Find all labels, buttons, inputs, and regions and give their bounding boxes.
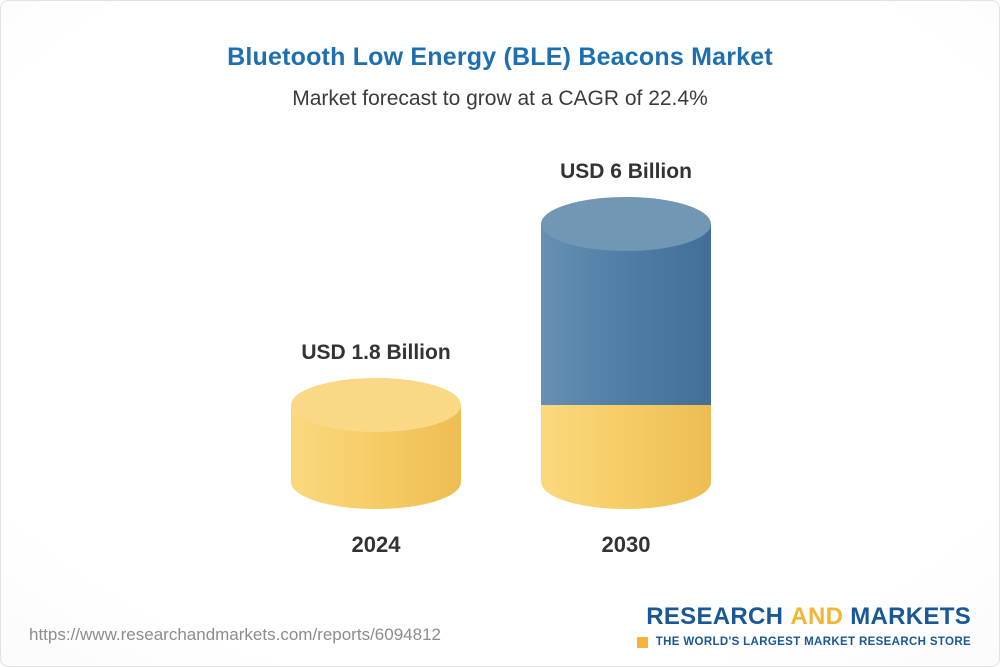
bar-2030: USD 6 Billion — [541, 160, 711, 509]
logo-square-icon — [636, 636, 648, 648]
value-label-2030: USD 6 Billion — [560, 160, 692, 183]
bar-2024: USD 1.8 Billion — [291, 341, 461, 509]
logo-word-markets: MARKETS — [850, 603, 971, 630]
axis-label-2024: 2024 — [351, 532, 401, 557]
logo-word-and: AND — [790, 603, 844, 630]
page-title: Bluetooth Low Energy (BLE) Beacons Marke… — [227, 43, 773, 71]
axis-label-2030: 2030 — [601, 532, 651, 557]
page-subtitle: Market forecast to grow at a CAGR of 22.… — [292, 87, 708, 110]
logo-tagline: THE WORLD'S LARGEST MARKET RESEARCH STOR… — [655, 636, 971, 648]
cylinder-2030 — [541, 197, 711, 509]
value-label-2024: USD 1.8 Billion — [301, 341, 451, 364]
cylinder-2024 — [291, 378, 461, 509]
research-and-markets-logo: RESEARCH AND MARKETS THE WORLD'S LARGEST… — [636, 603, 971, 648]
logo-word-research: RESEARCH — [646, 603, 784, 630]
source-url-link[interactable]: https://www.researchandmarkets.com/repor… — [29, 625, 441, 644]
logo-wordmark: RESEARCH AND MARKETS — [637, 603, 971, 631]
logo-tagline-row: THE WORLD'S LARGEST MARKET RESEARCH STOR… — [636, 636, 971, 648]
